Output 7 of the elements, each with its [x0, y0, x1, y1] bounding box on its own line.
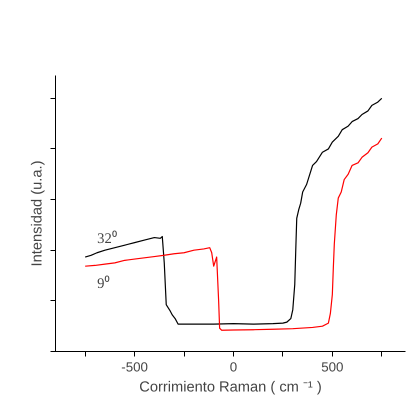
- x-axis-title: Corrimiento Raman ( cm ⁻¹ ): [139, 380, 322, 396]
- series-label: 9⁰: [97, 275, 110, 292]
- x-tick-label: -500: [121, 360, 148, 374]
- x-tick-label: 0: [230, 360, 238, 374]
- series-label: 32⁰: [97, 230, 117, 248]
- y-axis-title: Intensidad (u.a.): [30, 160, 46, 266]
- x-tick-label: 500: [321, 360, 344, 374]
